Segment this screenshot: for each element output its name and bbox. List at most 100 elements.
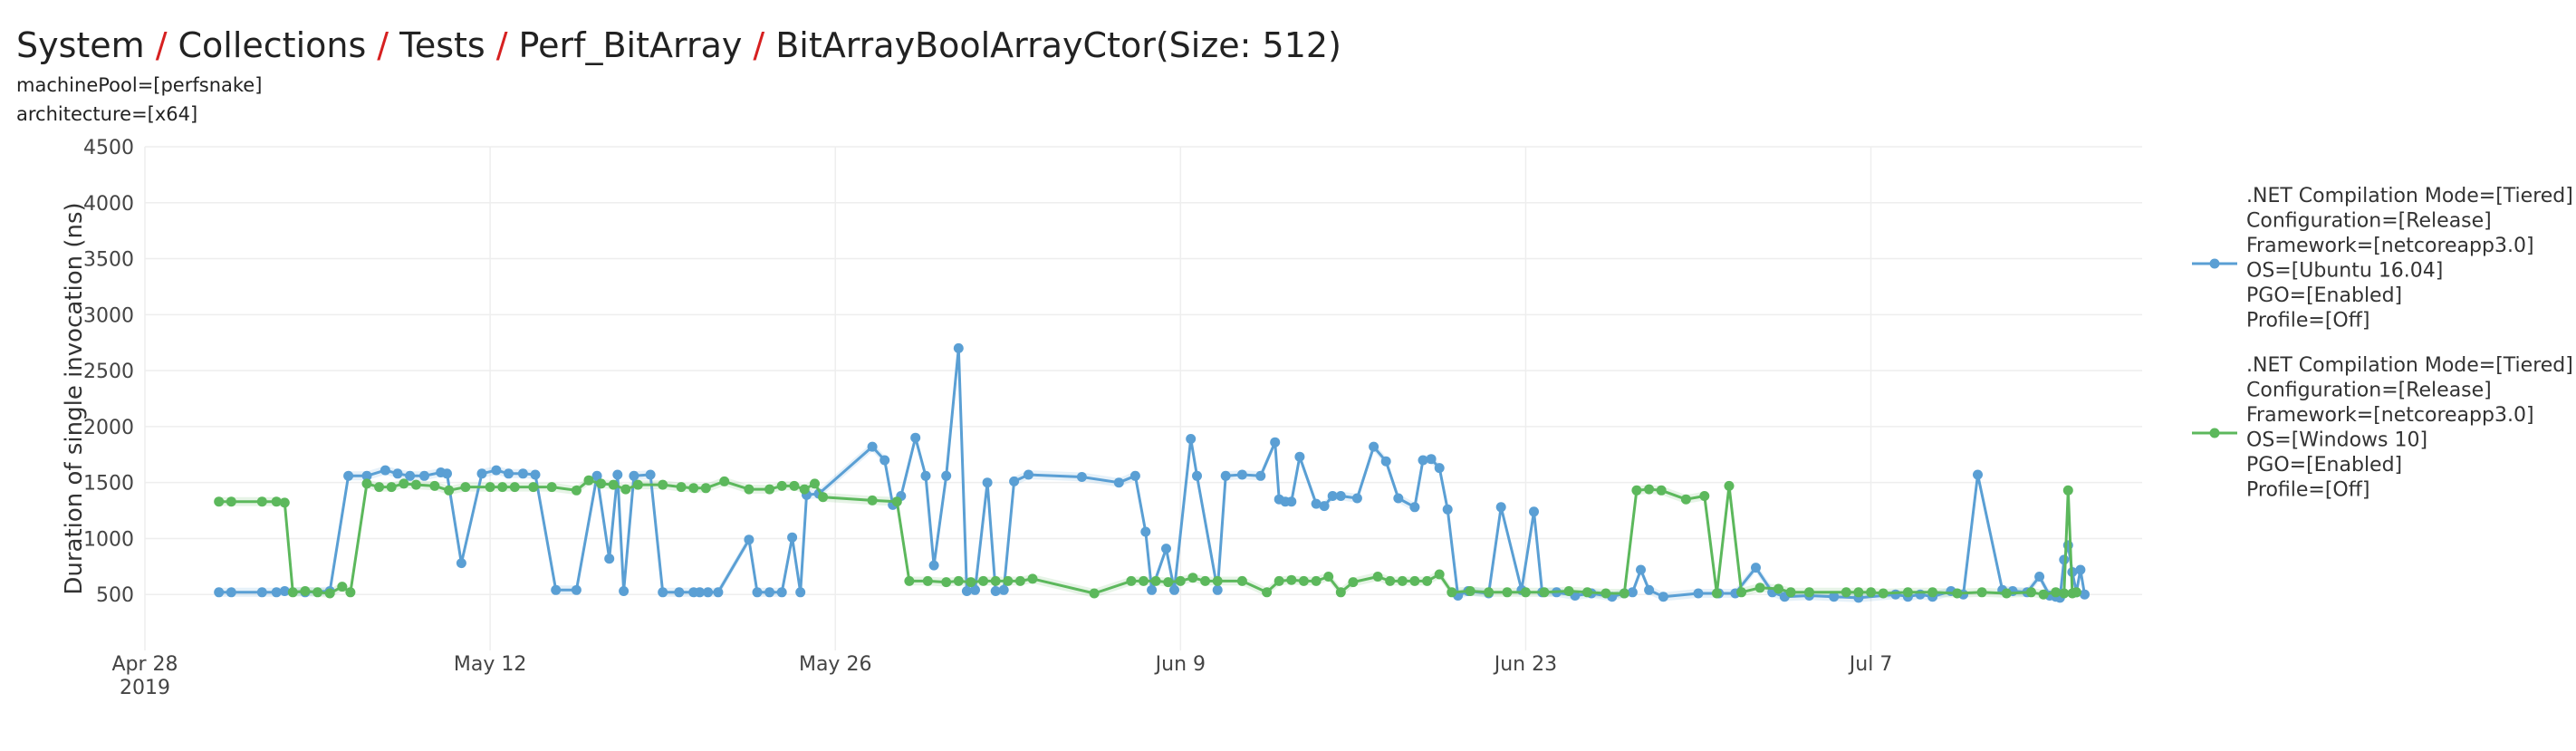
- data-point: [1140, 526, 1151, 537]
- data-point: [442, 468, 452, 479]
- legend-entry-line: Profile=[Off]: [2246, 479, 2369, 502]
- legend-entry-line: PGO=[Enabled]: [2246, 454, 2402, 477]
- data-point: [744, 534, 755, 545]
- data-point: [1465, 586, 1475, 596]
- legend-entry-line: OS=[Windows 10]: [2246, 429, 2427, 452]
- y-tick-label: 4000: [83, 193, 134, 216]
- breadcrumb-item-collections[interactable]: Collections: [178, 25, 367, 65]
- data-point: [990, 586, 1001, 596]
- data-point: [337, 582, 348, 592]
- x-tick-year-label: 2019: [120, 677, 170, 699]
- data-point: [1024, 469, 1033, 480]
- data-point: [1212, 584, 1223, 595]
- data-point: [1397, 575, 1408, 586]
- data-point: [1380, 456, 1391, 467]
- data-point: [1187, 573, 1198, 583]
- data-point: [787, 532, 798, 543]
- data-point: [1902, 587, 1913, 598]
- data-point: [632, 479, 643, 490]
- x-tick-label: May 26: [799, 653, 871, 676]
- data-point: [300, 586, 311, 596]
- data-point: [1600, 588, 1611, 599]
- data-point: [920, 470, 931, 481]
- data-point: [1447, 587, 1457, 598]
- data-point: [444, 485, 455, 496]
- data-point: [1754, 583, 1765, 593]
- data-point: [1393, 493, 1404, 504]
- data-point: [1841, 587, 1851, 598]
- data-point: [410, 479, 421, 490]
- data-point: [879, 455, 890, 466]
- x-tick-label: Jul 7: [1848, 653, 1893, 676]
- data-point: [2059, 588, 2070, 599]
- data-point: [719, 476, 730, 486]
- data-point: [1335, 587, 1346, 598]
- data-point: [546, 482, 557, 493]
- data-point: [1418, 455, 1428, 466]
- y-tick-label: 1000: [83, 528, 134, 551]
- data-point: [978, 575, 989, 586]
- data-point: [1351, 493, 1362, 504]
- data-point: [776, 587, 787, 598]
- data-point: [271, 496, 282, 507]
- breadcrumb-item-perf-bitarray[interactable]: Perf_BitArray: [518, 25, 743, 65]
- breadcrumb-item-benchmark: BitArrayBoolArrayCtor(Size: 512): [775, 25, 1341, 65]
- data-point: [491, 465, 502, 476]
- data-point: [1736, 587, 1747, 598]
- data-point: [1270, 437, 1281, 448]
- data-point: [517, 468, 528, 479]
- data-point: [1711, 588, 1722, 599]
- data-point: [497, 482, 508, 493]
- data-point: [460, 482, 471, 493]
- data-point: [361, 470, 372, 481]
- data-point: [867, 495, 878, 505]
- data-point: [419, 470, 429, 481]
- data-point: [1804, 587, 1814, 598]
- series-layer: [214, 342, 2090, 603]
- data-point: [795, 587, 806, 598]
- data-point: [604, 554, 615, 564]
- data-point: [1785, 587, 1796, 598]
- data-point: [1976, 587, 1987, 598]
- data-point: [2075, 564, 2086, 575]
- data-point: [1129, 470, 1140, 481]
- data-point: [941, 470, 952, 481]
- legend-entry-line: OS=[Ubuntu 16.04]: [2246, 260, 2443, 283]
- legend-entry-line: Framework=[netcoreapp3.0]: [2246, 235, 2534, 257]
- data-point: [1619, 588, 1629, 599]
- data-point: [271, 587, 282, 598]
- data-point: [1298, 575, 1309, 586]
- breadcrumb-item-system[interactable]: System: [16, 25, 145, 65]
- data-point: [551, 584, 562, 595]
- y-tick-label: 3000: [83, 304, 134, 327]
- data-point: [1147, 584, 1158, 595]
- data-point: [2080, 589, 2090, 600]
- data-point: [620, 484, 631, 495]
- data-point: [688, 483, 699, 494]
- data-point: [1751, 563, 1761, 573]
- breadcrumb-separator: /: [495, 25, 508, 65]
- data-point: [961, 586, 972, 596]
- breadcrumb: System / Collections / Tests / Perf_BitArray / B…: [16, 20, 1341, 71]
- y-axis-title: Duration of single invocation (ns): [61, 202, 88, 594]
- data-point: [504, 468, 514, 479]
- data-point: [1150, 575, 1161, 586]
- grid: [144, 146, 2142, 650]
- breadcrumb-item-tests[interactable]: Tests: [399, 25, 485, 65]
- data-point: [571, 485, 582, 496]
- legend: .NET Compilation Mode=[Tiered] Configurat…: [2192, 185, 2573, 502]
- data-point: [744, 484, 755, 495]
- legend-marker-1: [2209, 258, 2220, 269]
- data-point: [922, 575, 933, 586]
- data-point: [619, 586, 630, 596]
- data-point: [1192, 470, 1202, 481]
- data-point: [1335, 491, 1346, 501]
- data-point: [1502, 587, 1513, 598]
- y-tick-label: 4500: [83, 137, 134, 159]
- legend-entry-line: Configuration=[Release]: [2246, 380, 2492, 402]
- data-point: [1434, 569, 1445, 580]
- data-point: [966, 577, 976, 588]
- data-point: [764, 587, 775, 598]
- data-point: [1161, 544, 1171, 554]
